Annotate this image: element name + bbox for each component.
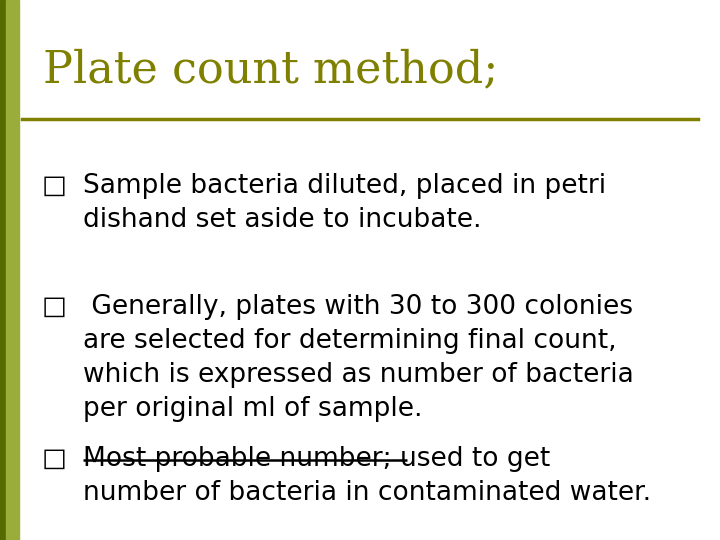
Text: □: □ <box>42 446 66 471</box>
Text: Plate count method;: Plate count method; <box>43 49 498 92</box>
Text: □: □ <box>42 294 66 320</box>
Bar <box>0 0 6 540</box>
Text: Generally, plates with 30 to 300 colonies
are selected for determining final cou: Generally, plates with 30 to 300 colonie… <box>83 294 634 422</box>
Text: □: □ <box>42 173 66 199</box>
Text: Most probable number; used to get
number of bacteria in contaminated water.: Most probable number; used to get number… <box>83 446 651 505</box>
Bar <box>6 0 19 540</box>
Text: Sample bacteria diluted, placed in petri
dishand set aside to incubate.: Sample bacteria diluted, placed in petri… <box>83 173 606 233</box>
